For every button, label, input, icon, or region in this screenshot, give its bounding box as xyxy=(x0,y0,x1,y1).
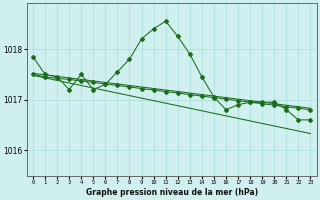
X-axis label: Graphe pression niveau de la mer (hPa): Graphe pression niveau de la mer (hPa) xyxy=(86,188,258,197)
